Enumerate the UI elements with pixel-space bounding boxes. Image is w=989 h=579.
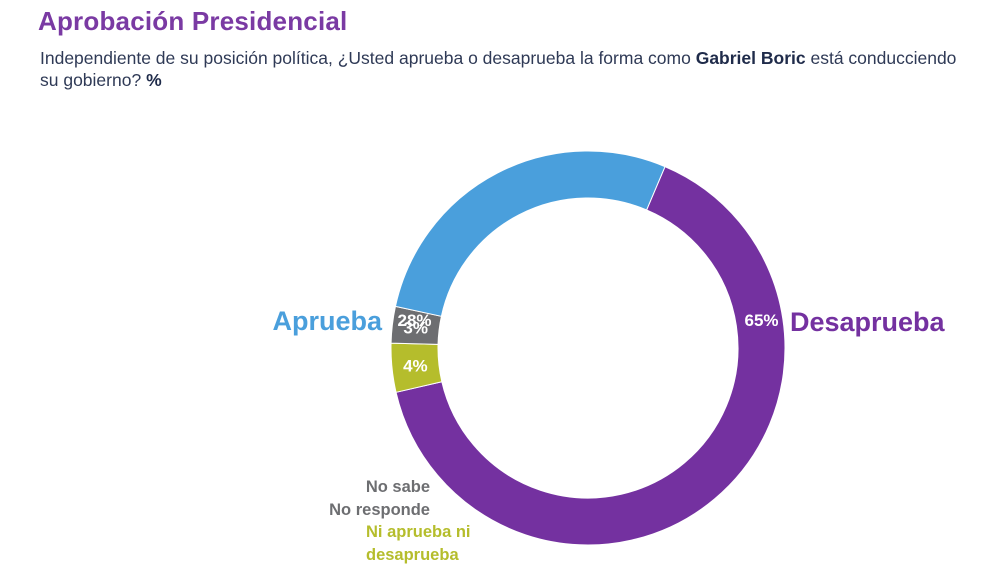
label-no-sabe-line1: No sabe	[366, 478, 430, 496]
question-suffix: está conducciendo su gobierno?	[40, 48, 957, 90]
question-prefix: Independiente de su posición política, ¿…	[40, 48, 696, 68]
label-desaprueba: Desaprueba	[790, 307, 946, 337]
chart-question: Independiente de su posición política, ¿…	[40, 47, 960, 91]
label-ni-aprueba-line2: desaprueba	[366, 546, 459, 564]
label-no-sabe-line2: No responde	[329, 501, 430, 519]
value-label-no-sabe-no-responde: 3%	[403, 318, 428, 337]
question-name: Gabriel Boric	[695, 48, 806, 68]
label-ni-aprueba-line1: Ni aprueba ni	[366, 523, 471, 541]
donut-slice-desaprueba	[395, 166, 786, 546]
question-unit: %	[146, 70, 162, 90]
chart-title: Aprobación Presidencial	[38, 6, 348, 36]
donut-slice-aprueba	[394, 150, 666, 317]
label-aprueba: Aprueba	[272, 306, 383, 336]
value-label-desaprueba: 65%	[744, 311, 778, 330]
value-label-ni-aprueba-ni-desaprueba: 4%	[403, 357, 428, 376]
value-label-aprueba: 28%	[397, 311, 431, 330]
